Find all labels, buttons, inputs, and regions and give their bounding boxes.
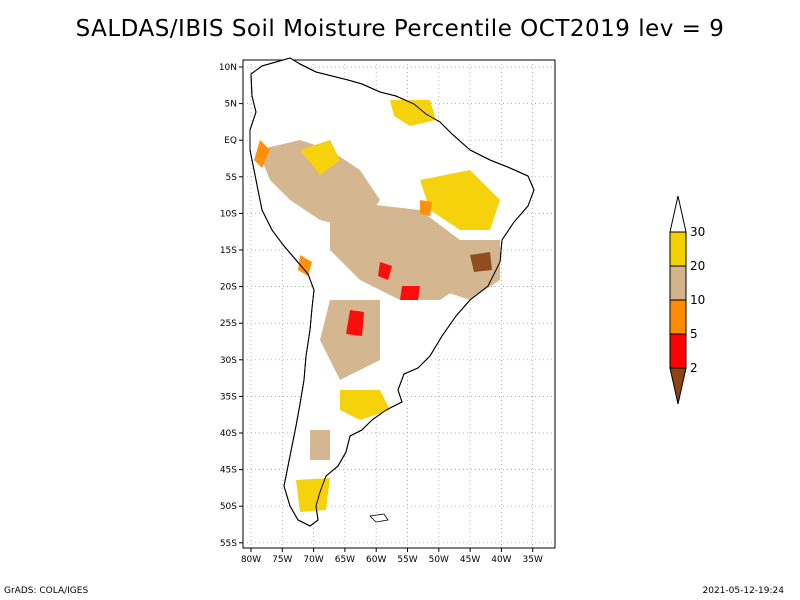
map-title: SALDAS/IBIS Soil Moisture Percentile OCT… xyxy=(75,16,725,42)
colorbar-label: 30 xyxy=(690,225,705,239)
lat-tick-label: 40S xyxy=(220,429,237,439)
colorbar-box xyxy=(669,333,687,369)
lon-tick-label: 50W xyxy=(429,555,449,565)
lon-tick-label: 65W xyxy=(335,555,355,565)
lon-tick-label: 45W xyxy=(460,555,480,565)
colorbar-arrow-top xyxy=(669,195,687,233)
lat-tick-label: 5S xyxy=(226,173,238,183)
lon-tick-label: 75W xyxy=(272,555,292,565)
colorbar-box xyxy=(669,299,687,335)
colorbar-label: 20 xyxy=(690,259,705,273)
colorbar-box xyxy=(669,231,687,267)
lon-tick-label: 80W xyxy=(241,555,261,565)
lon-tick-label: 35W xyxy=(523,555,543,565)
lat-tick-label: 35S xyxy=(220,392,237,402)
colorbar-label: 2 xyxy=(690,361,698,375)
longitude-axis: 80W 75W 70W 65W 60W 55W 50W 45W 40W 35W xyxy=(241,548,543,565)
lat-tick-label: 20S xyxy=(220,283,237,293)
lat-tick-label: 30S xyxy=(220,356,237,366)
lon-tick-label: 40W xyxy=(491,555,511,565)
soil-moisture-field xyxy=(254,100,500,512)
lat-tick-label: 50S xyxy=(220,502,237,512)
lat-tick-label: 45S xyxy=(220,466,237,476)
lon-tick-label: 55W xyxy=(397,555,417,565)
lon-tick-label: 70W xyxy=(303,555,323,565)
lat-tick-label: 10S xyxy=(220,209,237,219)
lat-tick-label: 55S xyxy=(220,539,237,549)
lat-tick-label: 15S xyxy=(220,246,237,256)
falkland-islands xyxy=(369,513,389,523)
footer-credit: GrADS: COLA/IGES xyxy=(4,586,89,596)
colorbar-arrow-bottom xyxy=(669,367,687,405)
latitude-axis: 10N 5N EQ 5S 10S 15S 20S 25S 30S 35S 40S 45S 50S 55S xyxy=(219,63,243,549)
lat-tick-label: 25S xyxy=(220,319,237,329)
colorbar-label: 5 xyxy=(690,327,698,341)
coastline xyxy=(249,57,535,527)
lat-tick-label: 5N xyxy=(225,100,237,110)
footer-timestamp: 2021-05-12-19:24 xyxy=(702,586,785,596)
colorbar: 30 20 10 5 2 xyxy=(669,195,705,405)
colorbar-label: 10 xyxy=(690,293,705,307)
lon-tick-label: 60W xyxy=(366,555,386,565)
colorbar-box xyxy=(669,265,687,301)
lat-tick-label: 10N xyxy=(219,63,237,73)
lat-tick-label: EQ xyxy=(224,136,237,146)
